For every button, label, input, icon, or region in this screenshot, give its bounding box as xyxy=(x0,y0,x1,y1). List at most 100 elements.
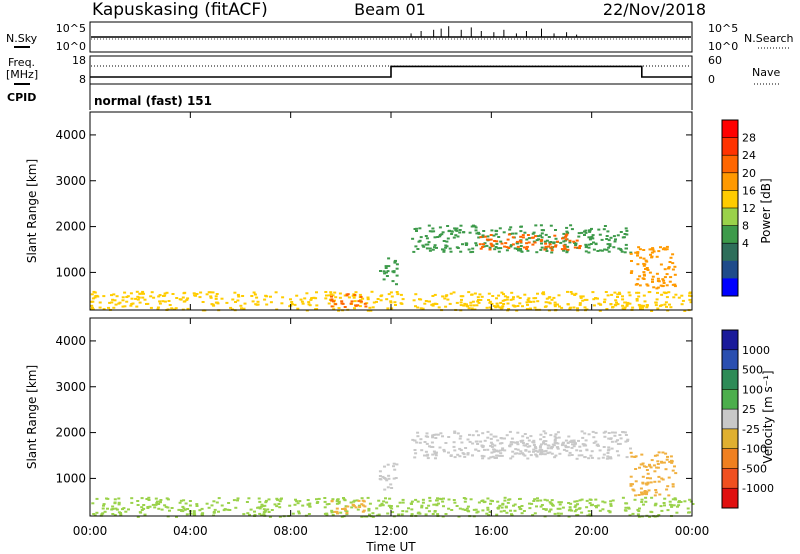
scatter-cell-5 xyxy=(636,251,640,254)
scatter-cell-5 xyxy=(665,458,669,461)
scatter-cell-0 xyxy=(398,501,402,504)
scatter-cell-3 xyxy=(542,229,545,232)
scatter-cell-5 xyxy=(666,485,670,488)
scatter-cell-0 xyxy=(213,508,217,511)
scatter-cell-2 xyxy=(393,468,397,471)
scatter-cell-3 xyxy=(505,434,509,437)
scatter-cell-3 xyxy=(511,232,515,235)
scatter-cell-0 xyxy=(154,497,158,500)
scatter-cell-0 xyxy=(467,307,471,310)
scatter-cell-0 xyxy=(553,512,557,515)
velocity-colorbar-tick-label: 500 xyxy=(742,364,763,377)
scatter-cell-0 xyxy=(168,304,172,306)
scatter-cell-4 xyxy=(527,241,531,244)
scatter-cell-0 xyxy=(688,511,691,514)
scatter-cell-0 xyxy=(123,291,127,294)
scatter-cell-2 xyxy=(392,271,396,274)
scatter-cell-0 xyxy=(157,507,161,510)
scatter-cell-0 xyxy=(441,500,445,503)
scatter-cell-3 xyxy=(598,233,602,236)
scatter-cell-3 xyxy=(482,235,485,238)
scatter-cell-0 xyxy=(336,498,340,501)
scatter-cell-0 xyxy=(170,307,174,310)
scatter-cell-3 xyxy=(510,437,514,440)
scatter-cell-0 xyxy=(379,299,383,302)
scatter-cell-0 xyxy=(431,513,435,515)
scatter-cell-3 xyxy=(515,248,519,250)
scatter-cell-0 xyxy=(507,308,511,310)
scatter-cell-0 xyxy=(531,514,535,517)
scatter-cell-3 xyxy=(600,249,604,252)
scatter-cell-0 xyxy=(616,293,620,296)
scatter-cell-5 xyxy=(656,277,660,280)
scatter-cell-0 xyxy=(138,511,142,514)
scatter-cell-0 xyxy=(180,509,183,512)
scatter-cell-0 xyxy=(681,299,685,302)
scatter-cell-0 xyxy=(589,498,593,501)
scatter-cell-4 xyxy=(578,445,582,448)
scatter-cell-2 xyxy=(392,465,395,468)
scatter-cell-3 xyxy=(584,243,588,246)
scatter-cell-5 xyxy=(649,477,652,480)
scatter-cell-0 xyxy=(385,298,389,301)
scatter-cell-0 xyxy=(107,306,110,309)
scatter-cell-0 xyxy=(375,300,378,303)
scatter-cell-0 xyxy=(519,508,523,511)
scatter-cell-2 xyxy=(378,477,382,480)
scatter-cell-0 xyxy=(518,297,522,299)
scatter-cell-3 xyxy=(564,444,568,447)
scatter-cell-0 xyxy=(683,309,687,312)
scatter-cell-2 xyxy=(387,477,391,480)
scatter-cell-4 xyxy=(489,242,493,245)
scatter-cell-3 xyxy=(446,237,450,240)
scatter-cell-3 xyxy=(608,245,612,247)
scatter-cell-0 xyxy=(387,293,391,296)
scatter-cell-0 xyxy=(659,505,663,508)
scatter-cell-3 xyxy=(511,450,515,453)
scatter-cell-0 xyxy=(650,310,654,312)
scatter-cell-0 xyxy=(192,513,196,516)
scatter-cell-0 xyxy=(178,501,182,504)
scatter-cell-0 xyxy=(368,513,371,516)
scatter-cell-5 xyxy=(653,454,657,457)
scatter-cell-0 xyxy=(159,499,163,501)
scatter-cell-0 xyxy=(195,293,199,295)
scatter-cell-0 xyxy=(340,515,344,518)
scatter-cell-0 xyxy=(500,291,504,294)
scatter-cell-0 xyxy=(192,511,196,514)
scatter-cell-0 xyxy=(215,293,219,295)
velocity-colorbar-swatch xyxy=(722,428,738,450)
scatter-cell-3 xyxy=(562,240,566,243)
scatter-cell-0 xyxy=(581,299,585,302)
scatter-cell-3 xyxy=(489,456,493,459)
scatter-cell-0 xyxy=(647,291,651,294)
scatter-cell-0 xyxy=(209,296,213,299)
scatter-cell-4 xyxy=(534,453,538,456)
scatter-cell-0 xyxy=(462,497,466,499)
scatter-cell-0 xyxy=(301,302,305,305)
scatter-cell-0 xyxy=(664,301,668,304)
scatter-cell-0 xyxy=(494,306,498,309)
scatter-cell-3 xyxy=(542,430,546,433)
scatter-cell-0 xyxy=(126,295,130,298)
scatter-cell-3 xyxy=(491,455,495,458)
scatter-cell-3 xyxy=(434,454,438,457)
scatter-cell-0 xyxy=(436,513,440,516)
scatter-cell-0 xyxy=(324,291,328,293)
scatter-cell-0 xyxy=(578,303,582,306)
scatter-cell-4 xyxy=(522,246,526,249)
scatter-cell-3 xyxy=(465,242,469,245)
scatter-cell-0 xyxy=(446,298,450,301)
scatter-cell-3 xyxy=(477,231,480,234)
scatter-cell-0 xyxy=(183,300,187,303)
scatter-cell-0 xyxy=(214,297,218,300)
scatter-cell-4 xyxy=(500,242,504,245)
scatter-cell-0 xyxy=(486,508,490,511)
scatter-cell-0 xyxy=(566,290,569,293)
scatter-cell-3 xyxy=(588,238,592,241)
scatter-cell-3 xyxy=(607,446,611,449)
scatter-cell-0 xyxy=(414,293,418,296)
scatter-cell-3 xyxy=(607,432,611,434)
scatter-cell-5 xyxy=(648,271,652,274)
